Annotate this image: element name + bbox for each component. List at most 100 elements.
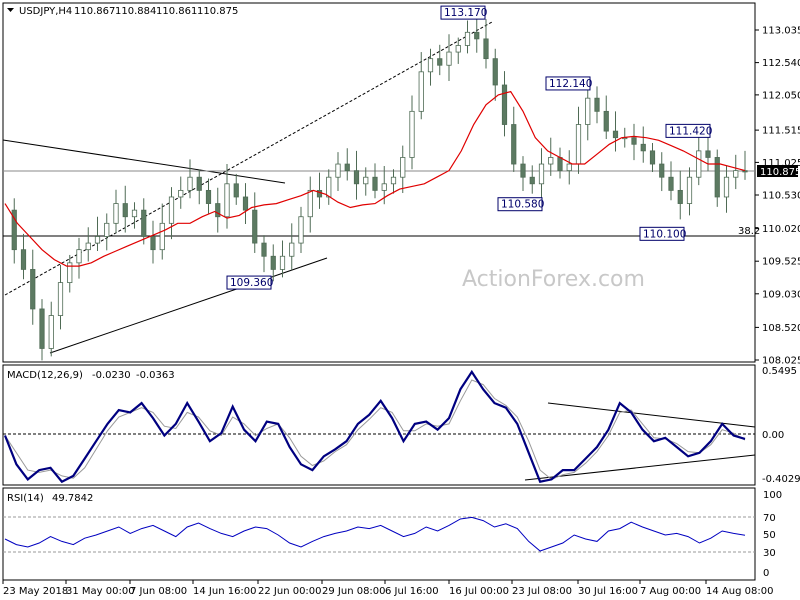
macd-upper-trendline <box>547 402 756 428</box>
macd-main-line <box>3 369 746 484</box>
candle-body <box>131 209 138 218</box>
candle-body <box>57 282 64 316</box>
price-y-label: 110.530 <box>762 191 800 202</box>
candle-body <box>20 249 27 270</box>
candle-body <box>538 163 545 185</box>
candle-body <box>94 236 101 244</box>
candle-body <box>427 58 434 73</box>
candle-body <box>48 315 54 349</box>
x-tick-label: 14 Aug 08:00 <box>706 586 773 597</box>
rsi-panel: RSI(14) 49.7842 100 70 50 30 0 <box>2 487 782 581</box>
candle-body <box>215 203 221 218</box>
candle-body <box>85 242 91 251</box>
x-tick-label: 16 Jul 00:00 <box>449 586 509 597</box>
annotation-label: 110.580 <box>501 199 544 211</box>
candle-body <box>446 51 452 66</box>
candle-body <box>381 183 387 191</box>
candle-body <box>668 176 674 191</box>
candle-body <box>612 130 619 139</box>
macd-y-max: 0.5495 <box>762 366 797 377</box>
candle-body <box>557 157 563 172</box>
ohlc-high: 110.884 <box>115 6 156 17</box>
candle-body <box>520 163 526 178</box>
chart-title: USDJPY,H4 <box>19 6 72 17</box>
annotation-box <box>226 275 272 290</box>
price-panel: ActionForex.com 38.2 113.170 112.140 111.4… <box>2 2 800 367</box>
dropdown-arrow-icon[interactable] <box>7 8 14 12</box>
candle-body <box>178 189 184 198</box>
x-tick-label: 7 Jun 08:00 <box>130 586 187 597</box>
x-tick-label: 23 May 2018 <box>3 586 68 597</box>
rsi-line <box>4 516 746 552</box>
annotation-box <box>545 76 591 91</box>
candle-body <box>30 269 36 310</box>
x-tick-label: 14 Jun 16:00 <box>193 586 257 597</box>
candle-body <box>492 58 498 86</box>
x-tick-label: 30 Jul 16:00 <box>578 586 638 597</box>
candle-body <box>418 71 424 112</box>
rsi-y-70: 70 <box>763 513 776 524</box>
macd-y-min: -0.4029 <box>762 474 800 485</box>
candle-body <box>39 308 45 349</box>
candle-body <box>307 189 313 218</box>
candle-body <box>141 209 147 237</box>
candle-body <box>289 242 295 257</box>
rsi-y-0: 0 <box>763 568 769 579</box>
price-y-axis: 113.035 112.540 112.050 111.515 111.025 110.5… <box>755 26 800 367</box>
candle-body <box>409 110 415 158</box>
candle-body <box>585 97 591 125</box>
candle-body <box>122 203 128 218</box>
x-tick-label: 29 Jun 08:00 <box>322 586 386 597</box>
candle-body <box>298 216 304 244</box>
candle-body <box>390 176 397 185</box>
candle-body <box>631 137 637 145</box>
candle-body <box>159 222 165 251</box>
candle-body <box>233 183 239 198</box>
price-y-label: 109.525 <box>762 257 800 268</box>
x-tick-label: 7 Aug 00:00 <box>640 586 701 597</box>
candle-body <box>224 183 230 218</box>
macd-signal-line <box>4 379 746 480</box>
rsi-title: RSI(14) <box>7 493 44 504</box>
candle-body <box>113 203 119 224</box>
annotation-label: 110.100 <box>643 228 686 240</box>
candle-body <box>187 176 193 191</box>
price-annotations: 113.170 112.140 111.420 110.580 110.100 109.3… <box>226 5 712 290</box>
price-trendlines <box>2 21 755 354</box>
candle-body <box>705 150 711 158</box>
price-y-label: 109.030 <box>762 289 800 300</box>
candle-body <box>353 170 360 185</box>
rsi-y-30: 30 <box>763 548 776 559</box>
macd-signal-value: -0.0363 <box>136 370 175 381</box>
macd-lower-trendline <box>524 454 756 481</box>
candle-body <box>649 150 656 165</box>
price-y-label: 113.035 <box>762 26 800 37</box>
x-tick-label: 6 Jul 16:00 <box>385 586 439 597</box>
price-y-label: 111.025 <box>762 158 800 169</box>
lower-trendline <box>49 257 328 354</box>
candle-body <box>575 124 582 165</box>
candle-body <box>316 189 323 198</box>
candle-body <box>529 176 535 185</box>
candle-body <box>733 170 739 178</box>
price-panel-frame <box>2 2 756 363</box>
x-tick-label: 22 Jun 00:00 <box>258 586 322 597</box>
candle-body <box>205 189 212 204</box>
price-y-label: 110.020 <box>762 224 800 235</box>
annotation-label: 113.170 <box>444 7 487 19</box>
candle-body <box>742 170 748 173</box>
annotation-box <box>665 123 711 138</box>
candle-body <box>696 150 702 178</box>
candle-body <box>566 163 572 172</box>
candle-body <box>603 110 609 132</box>
candle-body <box>279 255 286 270</box>
candle-body <box>67 262 73 284</box>
candle-body <box>594 97 600 112</box>
candle-body <box>501 84 508 125</box>
candle-body <box>196 176 202 191</box>
candle-body <box>474 31 480 40</box>
candle-body <box>11 209 17 251</box>
candle-body <box>511 124 517 165</box>
annotation-box <box>440 5 486 20</box>
